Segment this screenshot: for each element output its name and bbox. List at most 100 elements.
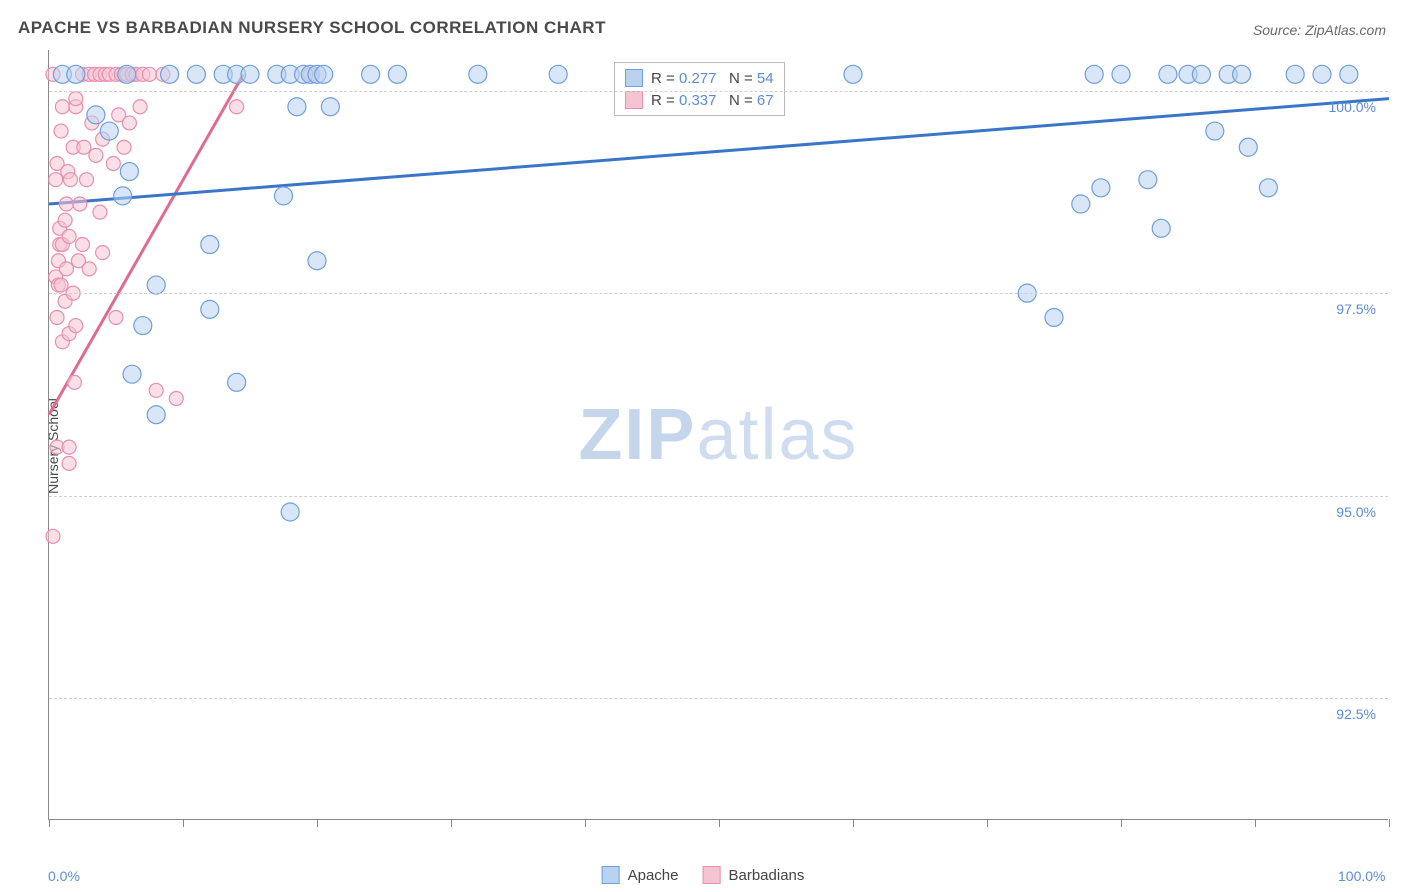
apache-point [118,65,136,83]
barbadians-point [149,383,163,397]
x-tick [1389,819,1390,827]
chart-plot-area: ZIPatlas R = 0.277 N = 54R = 0.337 N = 6… [48,50,1388,820]
apache-point [228,373,246,391]
bottom-legend-label: Apache [628,867,679,884]
apache-point [1206,122,1224,140]
barbadians-point [69,319,83,333]
x-tick-label: 100.0% [1338,868,1385,884]
apache-point [1085,65,1103,83]
apache-point [147,406,165,424]
apache-point [147,276,165,294]
apache-point [388,65,406,83]
legend-text: R = 0.277 N = 54 [651,70,774,87]
bottom-legend-label: Barbadians [728,867,804,884]
x-tick-label: 0.0% [48,868,80,884]
apache-point [87,106,105,124]
apache-point [321,98,339,116]
gridline [49,91,1388,92]
y-tick-label: 97.5% [1336,301,1376,317]
source-attribution: Source: ZipAtlas.com [1253,22,1386,38]
chart-title: APACHE VS BARBADIAN NURSERY SCHOOL CORRE… [18,18,606,38]
barbadians-point [59,197,73,211]
correlation-legend: R = 0.277 N = 54 R = 0.337 N = 67 [614,62,785,116]
barbadians-point [89,148,103,162]
x-tick [853,819,854,827]
y-tick-label: 92.5% [1336,706,1376,722]
gridline [49,293,1388,294]
apache-point [1139,171,1157,189]
barbadians-point [106,156,120,170]
apache-point [315,65,333,83]
barbadians-point [133,100,147,114]
y-tick-label: 95.0% [1336,504,1376,520]
apache-point [1239,138,1257,156]
legend-text: R = 0.337 N = 67 [651,92,774,109]
apache-point [549,65,567,83]
apache-point [1092,179,1110,197]
barbadians-point [143,67,157,81]
y-tick-label: 100.0% [1329,99,1376,115]
barbadians-point [67,375,81,389]
apache-point [134,317,152,335]
legend-swatch [625,69,643,87]
apache-point [288,98,306,116]
legend-swatch [602,866,620,884]
apache-point [241,65,259,83]
barbadians-point [169,392,183,406]
apache-point [308,252,326,270]
scatter-plot-svg [49,50,1388,819]
series-legend: Apache Barbadians [602,866,805,884]
apache-point [100,122,118,140]
barbadians-point [109,310,123,324]
gridline [49,496,1388,497]
apache-point [201,300,219,318]
barbadians-point [73,197,87,211]
x-tick [49,819,50,827]
barbadians-point [62,229,76,243]
gridline [49,698,1388,699]
apache-point [1152,219,1170,237]
barbadians-point [46,529,60,543]
apache-point [1313,65,1331,83]
barbadians-point [80,173,94,187]
x-tick [585,819,586,827]
apache-point [275,187,293,205]
barbadians-point [77,140,91,154]
barbadians-point [117,140,131,154]
barbadians-point [49,173,63,187]
apache-point [161,65,179,83]
barbadians-point [122,116,136,130]
x-tick [183,819,184,827]
x-tick [719,819,720,827]
apache-point [67,65,85,83]
apache-point [201,236,219,254]
apache-point [362,65,380,83]
barbadians-point [82,262,96,276]
barbadians-point [96,246,110,260]
barbadians-point [55,100,69,114]
legend-swatch [625,91,643,109]
apache-point [1045,308,1063,326]
apache-point [187,65,205,83]
apache-point [123,365,141,383]
legend-row-apache: R = 0.277 N = 54 [625,67,774,89]
barbadians-point [59,262,73,276]
barbadians-point [93,205,107,219]
bottom-legend-item-barbadians: Barbadians [702,866,804,884]
barbadians-point [50,310,64,324]
apache-point [1233,65,1251,83]
x-tick [987,819,988,827]
barbadians-point [230,100,244,114]
apache-point [114,187,132,205]
barbadians-point [54,278,68,292]
barbadians-point [58,213,72,227]
barbadians-point [54,124,68,138]
apache-point [1159,65,1177,83]
apache-point [469,65,487,83]
apache-point [1340,65,1358,83]
apache-point [1072,195,1090,213]
barbadians-point [76,238,90,252]
legend-row-barbadians: R = 0.337 N = 67 [625,89,774,111]
x-tick [451,819,452,827]
apache-point [844,65,862,83]
